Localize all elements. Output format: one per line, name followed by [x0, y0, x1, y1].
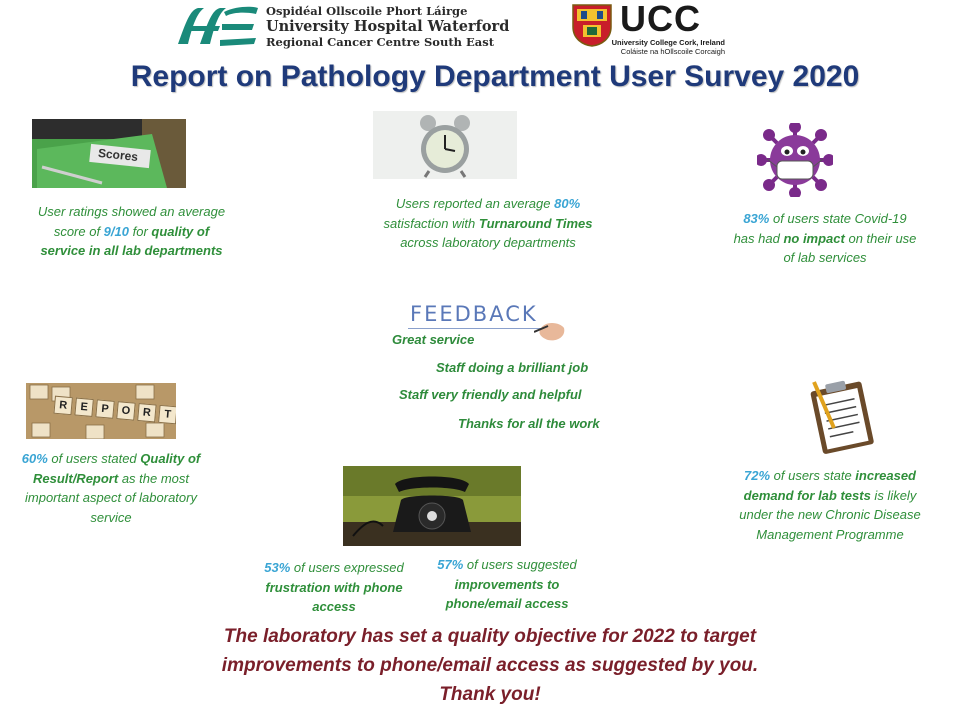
stat-improvements-mid: of users suggested [463, 557, 577, 572]
stat-quality-bold: Quality of Result/Report [32, 451, 201, 486]
ucc-crest-icon [571, 3, 613, 47]
feedback-item: Staff very friendly and helpful [399, 387, 582, 402]
hospital-irish-name: Ospidéal Ollscoile Phort Láirge [266, 4, 468, 18]
stat-frustration-value: 53% [264, 560, 291, 575]
report-tiles-photo: R E P O R T [26, 383, 176, 439]
report-tile: P [95, 399, 115, 419]
stat-covid-bold: no impact [783, 230, 845, 246]
stat-quality-mid: of users stated [47, 451, 141, 466]
report-tile: O [116, 401, 136, 421]
stat-quality-value: 60% [21, 451, 48, 466]
stat-covid-value: 83% [743, 211, 770, 226]
stat-ratings-mid: for [128, 223, 152, 239]
clipboard-icon [800, 378, 882, 456]
hospital-name-block: Ospidéal Ollscoile Phort Láirge Universi… [266, 4, 566, 49]
hospital-english-name: University Hospital Waterford [266, 18, 510, 35]
phone-icon [343, 466, 521, 546]
report-tile: R [53, 395, 73, 416]
stat-covid-post: on their use of lab services [783, 230, 917, 266]
scores-photo: Scores [32, 119, 186, 188]
stat-improvements-bold: improvements to phone/email access [445, 576, 569, 612]
ucc-logo: UCC University College Cork, Ireland Col… [612, 0, 740, 56]
closing-line: improvements to phone/email access as su… [221, 655, 759, 676]
ucc-english-sub: University College Cork, Ireland [611, 38, 725, 47]
stat-ratings: User ratings showed an average score of … [34, 202, 229, 261]
stat-frustration: 53% of users expressed frustration with … [260, 558, 408, 617]
stat-demand-post: is likely under the new Chronic Disease … [739, 487, 921, 542]
feedback-graphic: FEEDBACK [408, 300, 568, 344]
ucc-irish-sub: Coláiste na hOllscoile Corcaigh [620, 47, 725, 56]
virus-mask-icon [755, 121, 835, 199]
stat-quality-post: as the most important aspect of laborato… [25, 470, 197, 525]
writing-hand-icon [534, 323, 565, 341]
stat-quality: 60% of users stated Quality of Result/Re… [18, 449, 204, 527]
report-tile: E [74, 397, 94, 418]
closing-line: The laboratory has set a quality objecti… [223, 626, 757, 647]
page-title: Report on Pathology Department User Surv… [130, 60, 860, 93]
closing-message: The laboratory has set a quality objecti… [115, 622, 865, 709]
stat-turnaround-bold: Turnaround Times [478, 215, 593, 231]
stat-covid-mid: of users state Covid-19 has had [733, 211, 907, 246]
alarm-clock-icon [373, 111, 517, 179]
closing-thanks: Thank you! [439, 684, 541, 705]
stat-improvements-value: 57% [437, 557, 464, 572]
stat-frustration-mid: of users expressed [290, 560, 404, 575]
stat-turnaround: Users reported an average 80% satisfacti… [374, 194, 602, 253]
alarm-clock-photo [373, 111, 517, 179]
hse-logo-icon [178, 6, 258, 46]
feedback-item: Thanks for all the work [458, 416, 600, 431]
rotary-phone-photo [343, 466, 521, 546]
report-tile: R [137, 402, 157, 423]
feedback-item: Staff doing a brilliant job [436, 360, 589, 375]
stat-ratings-bold: quality of service in all lab department… [40, 223, 223, 259]
ucc-name: UCC [620, 0, 701, 39]
stat-ratings-value: 9/10 [103, 223, 129, 239]
stat-covid: 83% of users state Covid-19 has had no i… [732, 209, 918, 268]
stat-demand-value: 72% [744, 468, 771, 483]
hse-logo [176, 4, 260, 48]
stat-demand: 72% of users state increased demand for … [728, 466, 932, 544]
feedback-underline [408, 328, 558, 329]
stat-demand-mid: of users state [770, 468, 856, 483]
stat-turnaround-post: across laboratory departments [400, 235, 576, 250]
stat-turnaround-value: 80% [554, 196, 581, 211]
stat-demand-bold: increased demand for lab tests [743, 468, 916, 503]
report-tile: T [158, 404, 176, 425]
stat-turnaround-pre: Users reported an average [395, 196, 555, 211]
feedback-word: FEEDBACK [410, 302, 538, 326]
stat-turnaround-mid: satisfaction with [383, 215, 479, 231]
stat-ratings-pre: User ratings showed an average score of [37, 204, 226, 239]
feedback-item: Great service [392, 332, 475, 347]
stat-improvements: 57% of users suggested improvements to p… [428, 555, 586, 614]
stat-frustration-bold: frustration with phone access [265, 579, 403, 615]
cancer-centre-name: Regional Cancer Centre South East [266, 35, 495, 49]
